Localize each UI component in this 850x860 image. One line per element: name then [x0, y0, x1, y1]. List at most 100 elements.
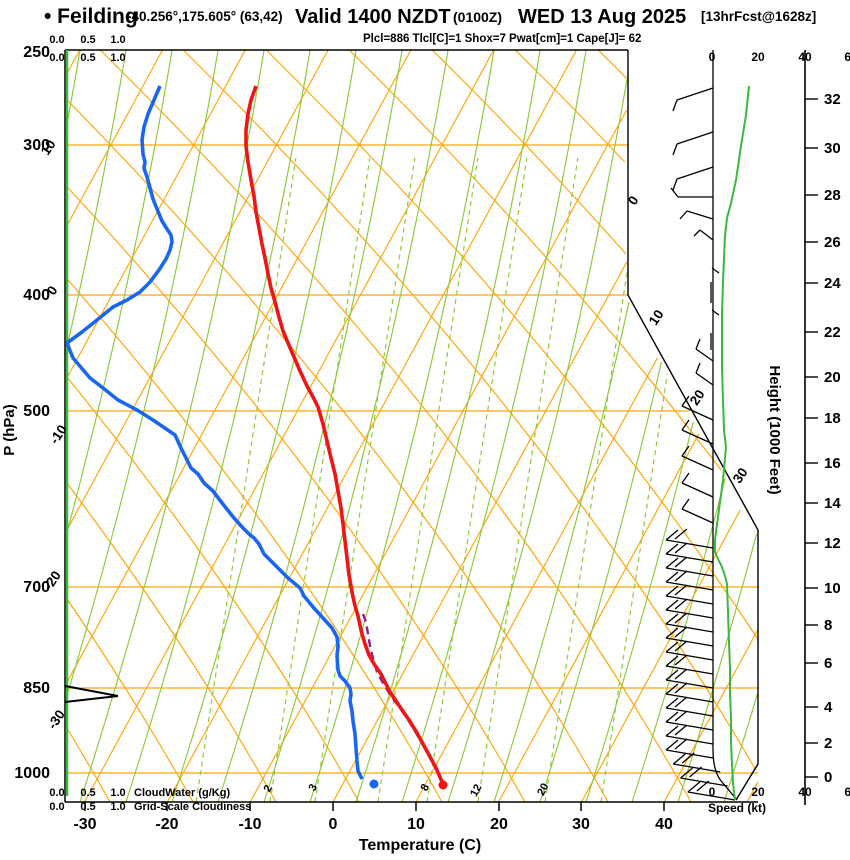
dry-adiabat-line: [265, 49, 758, 639]
cloud-scale-tick-label: 1.0: [110, 34, 125, 46]
wind-barb-feather: [681, 395, 690, 407]
wind-barb-feather: [672, 178, 678, 191]
isotherm-line: [249, 109, 628, 803]
cloudiness-profile-line: [64, 685, 119, 703]
moist-adiabat-line: [539, 361, 662, 803]
height-tick-label: 16: [824, 455, 841, 472]
isotherm-label: 10: [38, 137, 59, 158]
wind-barb-shaft: [676, 87, 714, 101]
wind-barb-shaft: [665, 735, 714, 745]
dry-adiabat-line: [431, 49, 627, 255]
sounding-curves: [65, 85, 448, 790]
cloudiness-scale-title: Grid-Scale Cloudiness: [134, 801, 251, 813]
isotherm-line: [66, 49, 329, 531]
isotherm-label: 20: [687, 387, 708, 408]
wind-barb-feather: [674, 626, 688, 638]
wind-barb-feather: [681, 498, 690, 510]
speed-tick-label: 40: [798, 50, 812, 64]
isotherm-label: 10: [646, 307, 667, 328]
wind-barb-feather: [695, 338, 701, 350]
isotherm-line: [580, 509, 741, 803]
isotherm-line: [66, 49, 81, 75]
mixing-ratio-line: [269, 157, 371, 803]
temperature-tick-label: -20: [155, 816, 178, 833]
wind-barb-shaft: [687, 791, 735, 801]
dry-adiabat-line: [65, 277, 443, 803]
wind-barb-feather: [674, 640, 688, 652]
moist-adiabat-line: [723, 693, 758, 803]
mixing-ratio-grid: [195, 157, 668, 803]
wind-barb-feather: [674, 528, 688, 540]
height-tick-label: 4: [824, 699, 833, 716]
wind-staff: [712, 50, 738, 801]
mixing-ratio-label: 8: [419, 782, 432, 793]
wind-barb-feather: [674, 598, 688, 610]
cloud-scale-tick-label: 0.0: [49, 787, 64, 799]
valid-time: Valid 1400 NZDT: [295, 6, 451, 28]
isotherm-line: [415, 357, 658, 803]
isotherm-line: [166, 49, 578, 803]
wind-barb-feather: [674, 668, 688, 680]
wind-barb-shaft: [665, 553, 714, 563]
dry-adiabat-line: [99, 49, 692, 803]
moist-adiabat-line: [355, 49, 541, 803]
dry-adiabat-line: [65, 481, 277, 803]
height-tick-label: 18: [824, 410, 841, 427]
cloud-scale-tick-label: 0.0: [49, 801, 64, 813]
cloud-scale-tick-label: 0.5: [80, 34, 95, 46]
wind-barb-shaft: [676, 131, 714, 145]
temperature-curve: [244, 85, 445, 785]
mixing-ratio-line: [195, 157, 297, 803]
height-tick-label: 22: [824, 324, 841, 341]
wind-barb-feather: [695, 362, 701, 374]
wind-barb-shaft: [680, 777, 728, 787]
cloud-scale-tick-label: 0.5: [80, 801, 95, 813]
wind-barb-feather: [665, 641, 679, 653]
wind-barb-feather: [681, 752, 695, 764]
dry-adiabat-line: [348, 49, 722, 471]
wind-barb-feather: [681, 445, 690, 457]
wind-speed-curve: [714, 85, 750, 801]
pressure-tick-label: 400: [23, 287, 50, 304]
wind-barb-feather: [670, 187, 679, 198]
isotherm-grid: [66, 49, 759, 803]
moist-adiabat-line: [447, 73, 629, 803]
moist-adiabat-grid: [64, 49, 758, 803]
speed-tick-label: 20: [751, 50, 765, 64]
height-tick-label: 8: [824, 617, 832, 634]
dry-adiabat-line: [65, 597, 194, 803]
moist-adiabat-line: [64, 49, 173, 539]
height-tick-label: 24: [824, 275, 841, 292]
wind-barb-shaft: [665, 651, 714, 661]
mixing-ratio-line: [377, 157, 479, 803]
cloud-scale-tick-label: 0.5: [80, 787, 95, 799]
wind-barb-feather: [665, 669, 679, 681]
isotherm-label: 30: [730, 465, 751, 486]
wind-barb-feather: [674, 654, 688, 666]
pressure-tick-label: 250: [23, 44, 50, 61]
speed-tick-label: 0: [709, 50, 716, 64]
wind-barb-shaft: [686, 210, 714, 220]
wind-barb-feather: [674, 724, 688, 736]
pressure-tick-label: 500: [23, 403, 50, 420]
temperature-tick-label: 20: [490, 816, 508, 833]
moist-adiabat-line: [263, 49, 449, 803]
wind-barb-feather: [674, 696, 688, 708]
wind-barb-feather: [674, 584, 688, 596]
moist-adiabat-line: [309, 49, 495, 803]
pressure-tick-label: 300: [23, 137, 50, 154]
wind-barb-shaft: [665, 637, 714, 647]
cloud-scale-tick-label: 0.5: [80, 52, 95, 64]
wind-barb-feather: [674, 612, 688, 624]
wind-barb-feather: [665, 529, 679, 541]
height-tick-label: 30: [824, 140, 841, 157]
temperature-axis-title: Temperature (C): [359, 837, 481, 854]
speed-axis-title: Speed (kt): [708, 801, 766, 815]
wind-barb-feather: [672, 99, 678, 112]
moist-adiabat-line: [677, 533, 758, 803]
wind-staff-tick: [711, 267, 720, 274]
wind-barb-feather: [674, 682, 688, 694]
